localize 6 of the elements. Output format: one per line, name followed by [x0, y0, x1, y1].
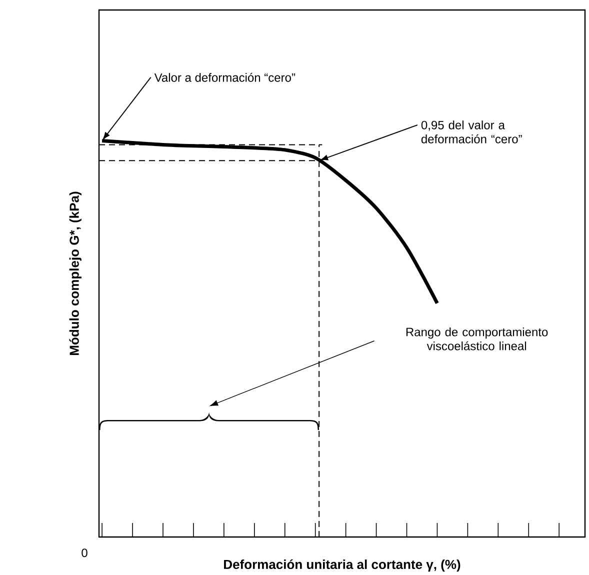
- y-axis-title: Módulo complejo G*, (kPa): [69, 192, 82, 355]
- text: 0: [82, 548, 88, 558]
- x-axis-title: Deformación unitaria al cortante γ, (%): [224, 559, 460, 572]
- annotation: 0,95 del valor a deformación “cero”: [421, 120, 522, 144]
- annotation: Rango de comportamiento viscoelástico lineal: [406, 327, 548, 350]
- text: Valor a deformación “cero”: [154, 72, 296, 82]
